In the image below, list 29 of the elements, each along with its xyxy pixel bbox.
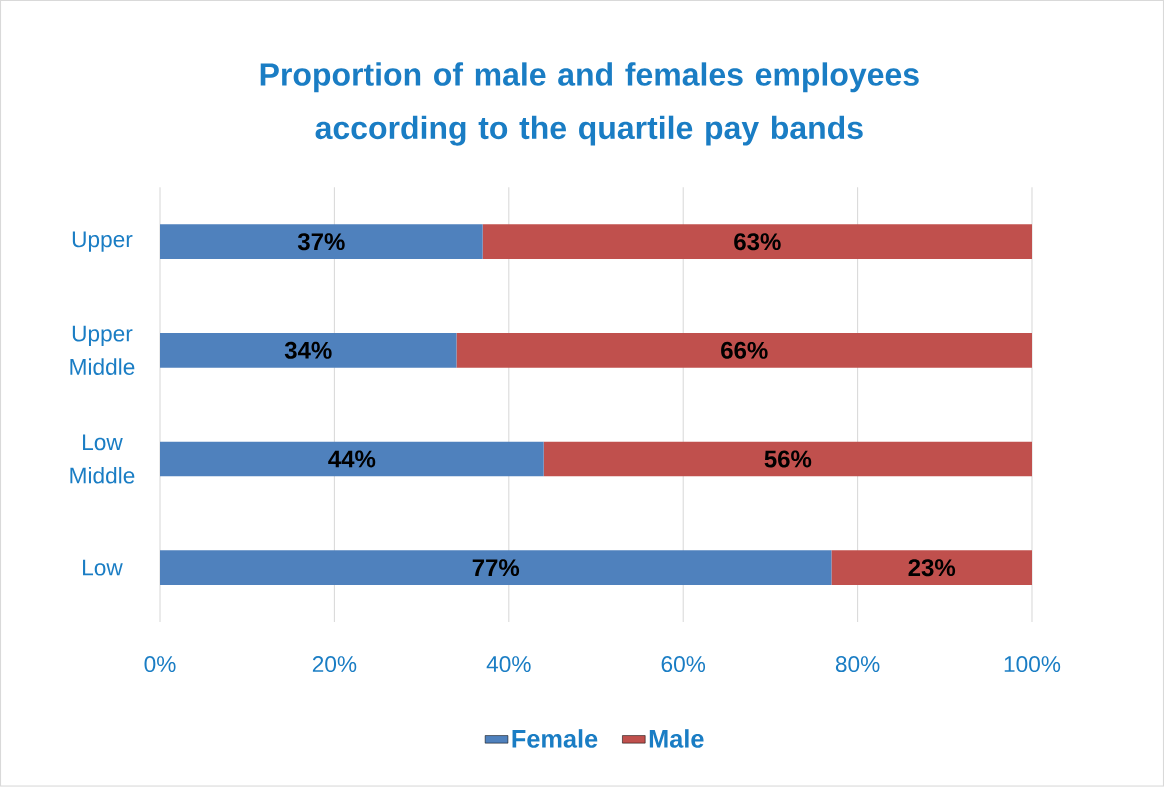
chart-title: Proportion of male and females employees according to the quartile pay bands — [260, 62, 919, 146]
y-tick-label: Upper — [72, 231, 133, 252]
bar — [160, 441, 544, 477]
bar — [456, 333, 1032, 368]
legend-label: Female — [512, 729, 598, 748]
bar — [160, 224, 483, 260]
bar — [543, 441, 1032, 477]
x-tick-label: 20% — [312, 656, 357, 673]
data-label: 66% — [721, 341, 768, 359]
x-tick-label: 80% — [835, 656, 880, 673]
bar — [160, 550, 832, 586]
x-tick-label: 0% — [144, 656, 176, 673]
y-tick-label: Low Middle — [70, 434, 135, 484]
data-label: 44% — [328, 450, 376, 468]
data-label: 37% — [297, 233, 345, 251]
bar — [482, 224, 1032, 260]
bar — [831, 550, 1032, 586]
legend-label: Male — [649, 729, 704, 748]
data-label: 34% — [284, 341, 332, 360]
data-label: 63% — [734, 233, 781, 251]
data-label: 56% — [764, 450, 812, 468]
x-tick-label: 40% — [486, 656, 531, 673]
x-tick-label: 60% — [661, 656, 706, 673]
data-label: 77% — [472, 559, 520, 577]
data-label: 23% — [908, 559, 956, 577]
x-tick-label: 100% — [1004, 656, 1061, 673]
bar — [160, 333, 457, 368]
y-tick-label: Low — [83, 559, 123, 576]
y-tick-label: Upper Middle — [70, 325, 135, 376]
